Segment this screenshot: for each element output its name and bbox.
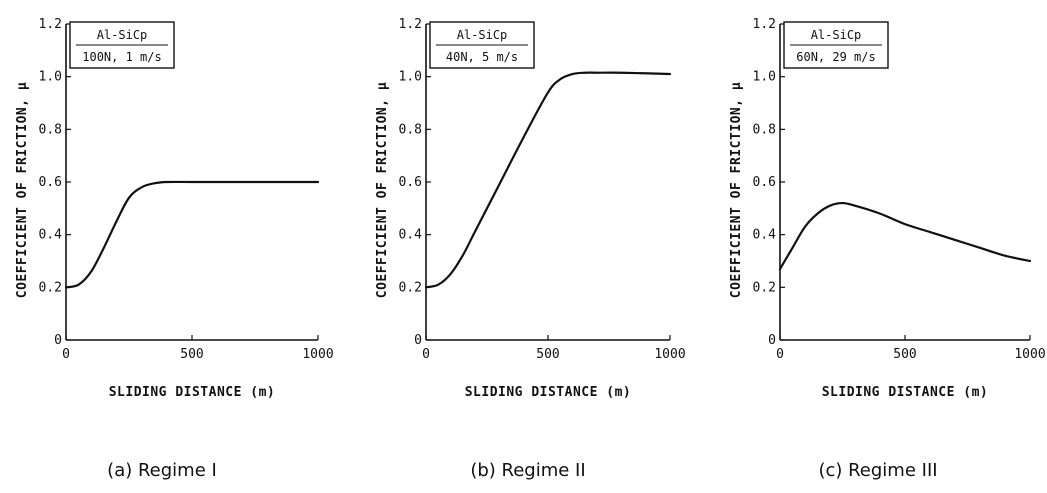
y-tick-label: 0 (414, 333, 422, 348)
x-axis-title: SLIDING DISTANCE (m) (109, 385, 276, 400)
panel-caption: (b) Regime II (470, 460, 585, 481)
legend-conditions: 40N, 5 m/s (446, 50, 518, 64)
y-tick-label: 1.0 (399, 70, 422, 85)
legend-material: Al-SiCp (97, 28, 148, 42)
y-tick-label: 0.8 (753, 122, 776, 137)
series-line-1 (64, 180, 320, 289)
x-tick-label: 500 (536, 347, 559, 362)
y-tick-label: 1.2 (399, 17, 422, 32)
chart-panel-2: 0 0.2 0.4 0.6 0.8 1.0 1.2 0 500 1000 SLIDING DISTA… (375, 17, 686, 481)
y-tick-label: 0.8 (399, 122, 422, 137)
y-tick-label: 1.2 (39, 17, 62, 32)
legend-conditions: 100N, 1 m/s (82, 50, 161, 64)
x-tick-label: 1000 (654, 347, 685, 362)
y-tick-label: 0.6 (39, 175, 62, 190)
y-tick-label: 0 (768, 333, 776, 348)
x-tick-label: 0 (62, 347, 70, 362)
y-tick-label: 0.2 (753, 280, 776, 295)
x-axis-title: SLIDING DISTANCE (m) (465, 385, 632, 400)
panel-caption: (a) Regime I (107, 460, 217, 481)
y-tick-label: 1.0 (753, 70, 776, 85)
y-tick-label: 0.2 (39, 280, 62, 295)
chart-panel-3: 0 0.2 0.4 0.6 0.8 1.0 1.2 0 500 1000 SLIDING DISTA… (729, 17, 1046, 481)
x-tick-label: 500 (180, 347, 203, 362)
series-line-1 (424, 71, 672, 289)
legend-material: Al-SiCp (811, 28, 862, 42)
x-tick-label: 1000 (1014, 347, 1045, 362)
y-tick-label: 0.4 (39, 228, 63, 243)
y-tick-label: 0.8 (39, 122, 62, 137)
y-tick-label: 0.4 (753, 228, 777, 243)
y-tick-label: 0.4 (399, 228, 423, 243)
y-axis-title: COEFFICIENT OF FRICTION, μ (375, 82, 390, 299)
x-tick-label: 1000 (302, 347, 333, 362)
y-axis-title: COEFFICIENT OF FRICTION, μ (15, 82, 30, 299)
legend-material: Al-SiCp (457, 28, 508, 42)
x-axis-title: SLIDING DISTANCE (m) (822, 385, 989, 400)
chart-panel-1: 0 0.2 0.4 0.6 0.8 1.0 1.2 0 500 1000 SLIDING DISTA… (15, 17, 334, 481)
x-tick-label: 500 (893, 347, 916, 362)
y-tick-label: 0.2 (399, 280, 422, 295)
panel-caption: (c) Regime III (818, 460, 937, 481)
legend-conditions: 60N, 29 m/s (796, 50, 875, 64)
y-tick-label: 1.2 (753, 17, 776, 32)
y-tick-label: 0 (54, 333, 62, 348)
series-line-1 (778, 201, 1032, 270)
x-tick-label: 0 (776, 347, 784, 362)
y-tick-label: 0.6 (399, 175, 422, 190)
y-axis-title: COEFFICIENT OF FRICTION, μ (729, 82, 744, 299)
y-tick-label: 1.0 (39, 70, 62, 85)
x-tick-label: 0 (422, 347, 430, 362)
y-tick-label: 0.6 (753, 175, 776, 190)
